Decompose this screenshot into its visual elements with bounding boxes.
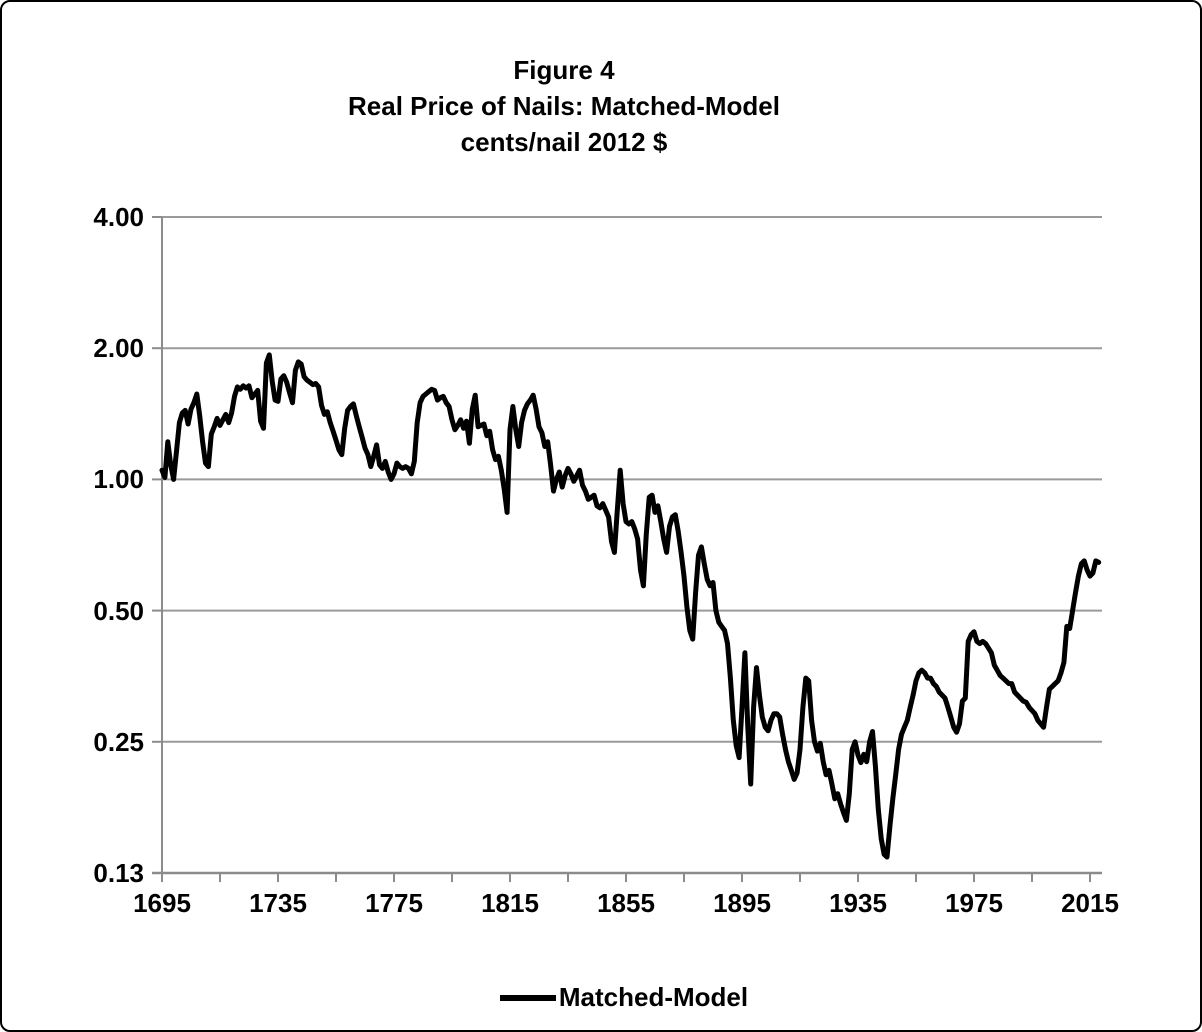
- chart-title-line1: Figure 4: [513, 55, 615, 85]
- legend-label: Matched-Model: [558, 982, 749, 1012]
- x-axis-tick-label: 1775: [365, 888, 423, 918]
- legend-line-sample: [499, 994, 556, 1001]
- x-axis-tick-label: 2015: [1061, 888, 1119, 918]
- x-axis-tick-label: 1935: [829, 888, 887, 918]
- x-axis-tick-label: 1815: [481, 888, 539, 918]
- x-axis-tick-label: 1975: [945, 888, 1003, 918]
- y-axis-tick-label: 1.00: [93, 464, 144, 494]
- y-axis-tick-label: 0.25: [93, 727, 144, 757]
- x-axis-tick-label: 1855: [597, 888, 655, 918]
- chart-title-line2: Real Price of Nails: Matched-Model: [348, 91, 780, 121]
- y-axis-tick-label: 0.13: [93, 858, 144, 888]
- y-axis-tick-label: 0.50: [93, 596, 144, 626]
- x-axis-tick-label: 1735: [249, 888, 307, 918]
- x-axis-tick-label: 1895: [713, 888, 771, 918]
- legend: Matched-Model: [2, 982, 1200, 1013]
- x-axis-tick-label: 1695: [133, 888, 191, 918]
- chart-title-line3: cents/nail 2012 $: [460, 127, 668, 157]
- legend-entry: Matched-Model: [499, 982, 749, 1013]
- y-axis-tick-label: 4.00: [93, 202, 144, 232]
- chart-title: Figure 4 Real Price of Nails: Matched-Mo…: [348, 52, 780, 160]
- y-axis-tick-label: 2.00: [93, 333, 144, 363]
- series-line-matched-model: [159, 352, 1102, 860]
